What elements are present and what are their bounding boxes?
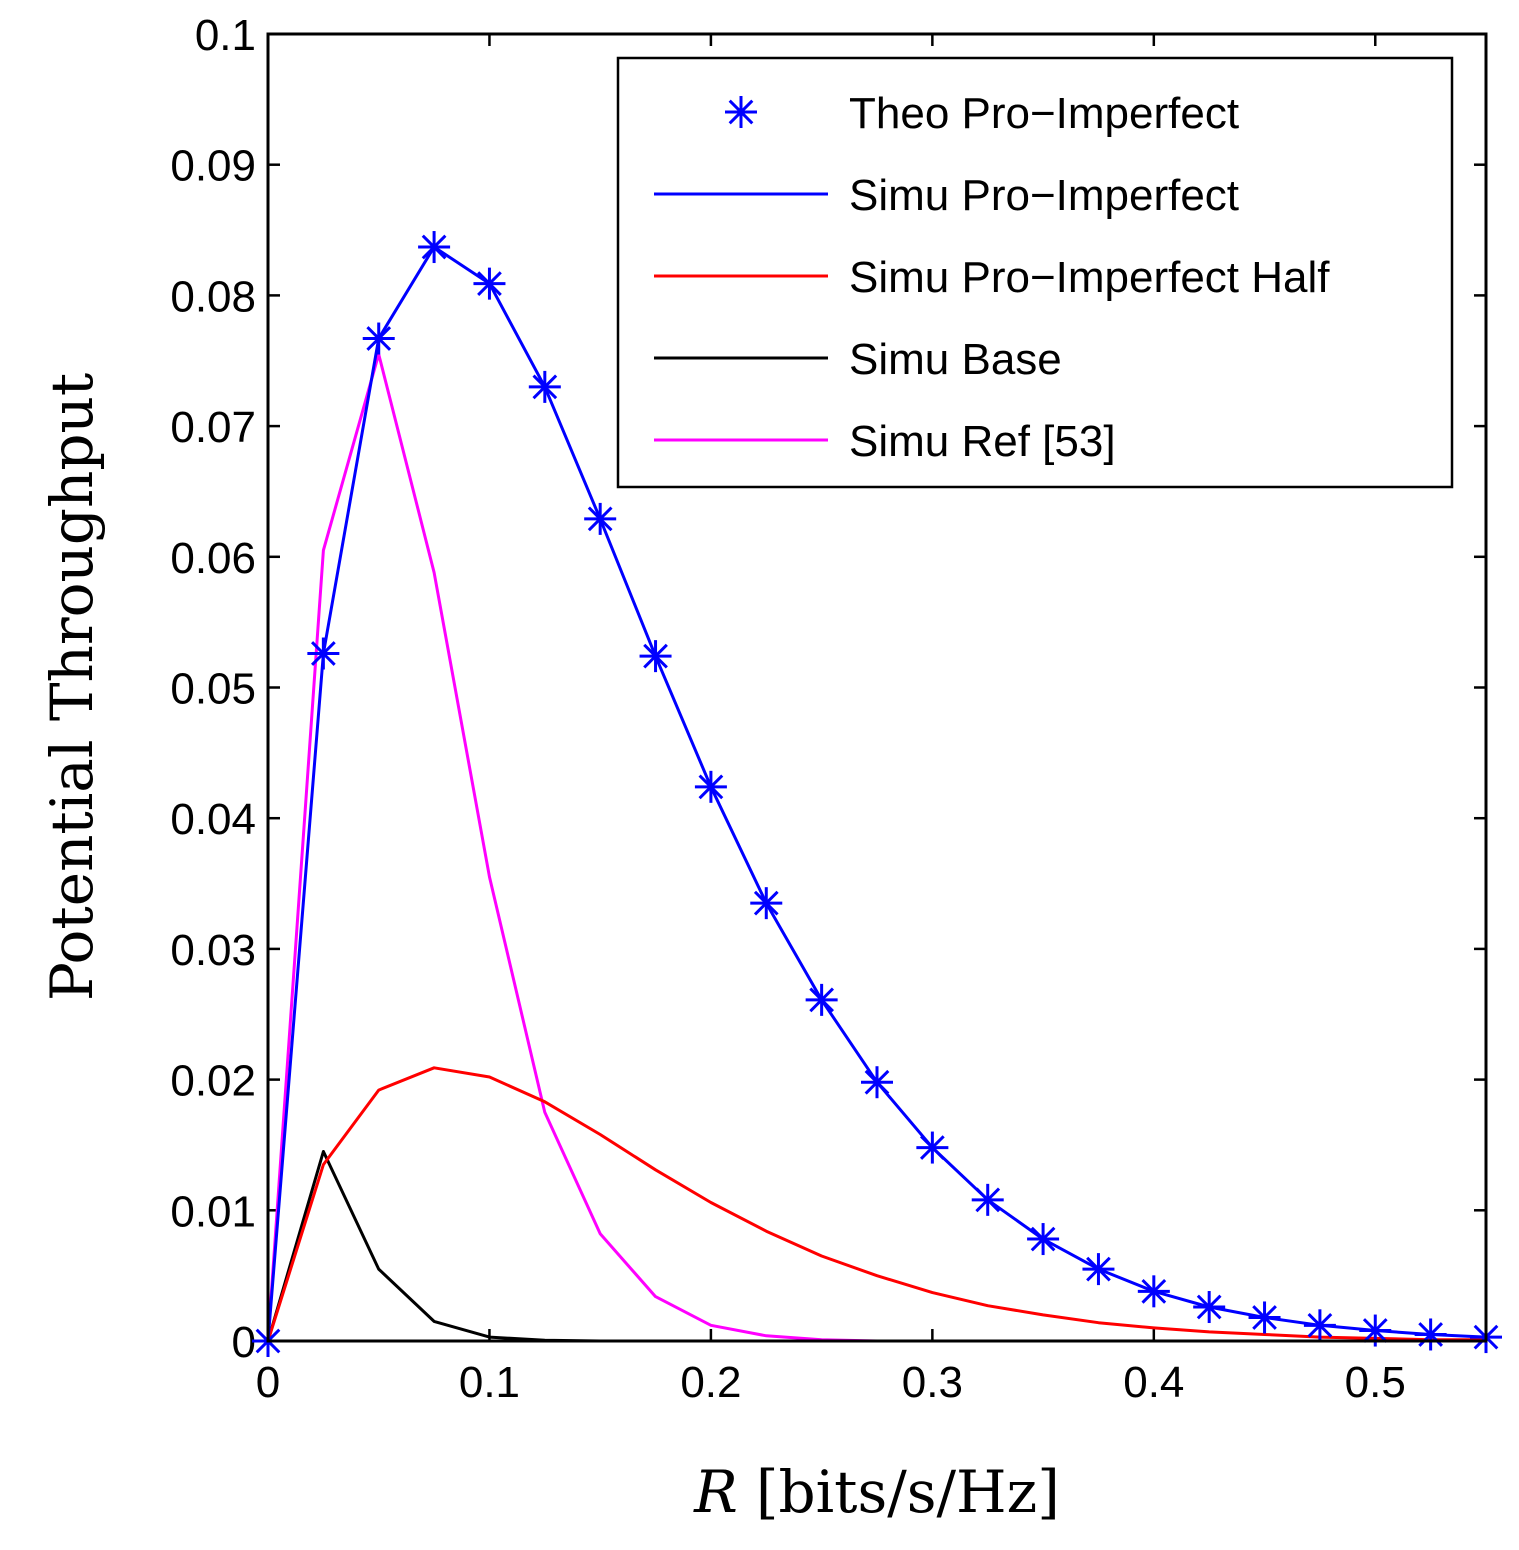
series-point-theo-pro-imperfect — [1248, 1301, 1281, 1334]
series-point-theo-pro-imperfect-stroke — [1307, 1312, 1333, 1338]
series-point-theo-pro-imperfect — [1303, 1309, 1336, 1342]
y-tick-label: 0.03 — [170, 926, 256, 975]
series-point-theo-pro-imperfect-stroke — [366, 326, 392, 351]
x-tick-label: 0.5 — [1345, 1358, 1406, 1407]
series-point-theo-pro-imperfect-stroke — [311, 641, 336, 666]
series-point-theo-pro-imperfect-stroke — [1362, 1318, 1388, 1343]
x-axis-title: R [bits/s/Hz] — [693, 1458, 1060, 1526]
y-tick-label: 0.02 — [170, 1057, 256, 1106]
x-axis-title-unit: [bits/s/Hz] — [756, 1458, 1060, 1526]
series-point-theo-pro-imperfect-stroke — [532, 374, 558, 400]
series-point-theo-pro-imperfect — [694, 770, 727, 803]
series-point-theo-pro-imperfect-stroke — [809, 987, 834, 1013]
y-tick-label: 0.04 — [170, 795, 256, 844]
y-tick-label: 0.05 — [170, 665, 256, 714]
series-point-theo-pro-imperfect — [473, 267, 506, 300]
legend-label: Simu Ref [53] — [849, 417, 1116, 466]
x-tick-label: 0.3 — [902, 1358, 963, 1407]
series-point-theo-pro-imperfect — [362, 322, 395, 355]
legend-label: Simu Pro−Imperfect Half — [849, 253, 1330, 302]
series-point-theo-pro-imperfect — [1414, 1318, 1447, 1351]
ticks-layer: 0 0.1 0.2 0.3 0.4 0.5 0 0.01 0.02 0.03 0.04 0.05 0.0… — [170, 11, 1486, 1407]
plot-frame — [266, 32, 1488, 1343]
y-axis-title: Potential Throughput — [38, 373, 106, 1001]
series-point-theo-pro-imperfect-stroke — [587, 506, 613, 532]
x-axis-title-variable: R — [693, 1458, 738, 1526]
legend-marker-theo-pro-imperfect — [725, 96, 757, 128]
legend-marker-theo-pro-imperfect-stroke — [728, 99, 754, 125]
series-point-theo-pro-imperfect — [750, 887, 783, 920]
y-tick-label: 0 — [232, 1318, 256, 1367]
legend-box — [616, 56, 1454, 489]
series-point-theo-pro-imperfect — [307, 637, 340, 670]
series-point-theo-pro-imperfect-stroke — [477, 271, 502, 296]
series-point-theo-pro-imperfect-stroke — [864, 1069, 890, 1095]
series-point-theo-pro-imperfect-stroke — [975, 1187, 1001, 1213]
series-point-theo-pro-imperfect — [639, 640, 672, 673]
series-point-theo-pro-imperfect-stroke — [1030, 1226, 1056, 1252]
series-line-simu-pro-imperfect-half — [266, 1066, 1486, 1342]
y-tick-label: 0.07 — [170, 403, 256, 452]
legend: Theo Pro−Imperfect Simu Pro−Imperfect Simu… — [616, 56, 1454, 489]
series-point-theo-pro-imperfect-stroke — [1252, 1305, 1277, 1330]
series-point-theo-pro-imperfect — [1193, 1291, 1226, 1324]
series-point-theo-pro-imperfect — [1137, 1275, 1170, 1308]
legend-label: Simu Base — [849, 335, 1062, 384]
x-tick-label: 0.1 — [459, 1358, 520, 1407]
series-point-theo-pro-imperfect-stroke — [643, 643, 668, 669]
x-tick-label: 0.2 — [680, 1358, 741, 1407]
series-point-theo-pro-imperfect-stroke — [753, 890, 779, 916]
y-tick-label: 0.08 — [170, 272, 256, 321]
y-tick-label: 0.09 — [170, 142, 256, 191]
legend-label: Simu Pro−Imperfect — [849, 171, 1239, 220]
legend-label: Theo Pro−Imperfect — [849, 89, 1239, 138]
series-point-theo-pro-imperfect-stroke — [1141, 1278, 1167, 1304]
series-point-theo-pro-imperfect — [584, 502, 617, 535]
series-point-theo-pro-imperfect-stroke — [698, 774, 724, 800]
y-tick-label: 0.06 — [170, 534, 256, 583]
x-tick-label: 0.4 — [1123, 1358, 1184, 1407]
y-tick-label: 0.01 — [170, 1187, 256, 1236]
series-point-theo-pro-imperfect-stroke — [1086, 1256, 1111, 1282]
series-point-theo-pro-imperfect-stroke — [421, 234, 447, 260]
series-point-theo-pro-imperfect — [528, 370, 561, 403]
series-point-theo-pro-imperfect — [861, 1066, 893, 1099]
y-tick-label: 0.1 — [195, 11, 256, 60]
series-point-theo-pro-imperfect — [418, 231, 451, 264]
series-point-theo-pro-imperfect — [805, 983, 838, 1016]
series-point-theo-pro-imperfect-stroke — [1196, 1294, 1222, 1320]
series-point-theo-pro-imperfect — [1082, 1253, 1115, 1286]
series-point-theo-pro-imperfect — [971, 1183, 1004, 1216]
series-point-theo-pro-imperfect-stroke — [920, 1135, 945, 1160]
series-point-theo-pro-imperfect — [1027, 1223, 1060, 1256]
x-tick-label: 0 — [256, 1358, 280, 1407]
series-point-theo-pro-imperfect — [916, 1131, 949, 1164]
